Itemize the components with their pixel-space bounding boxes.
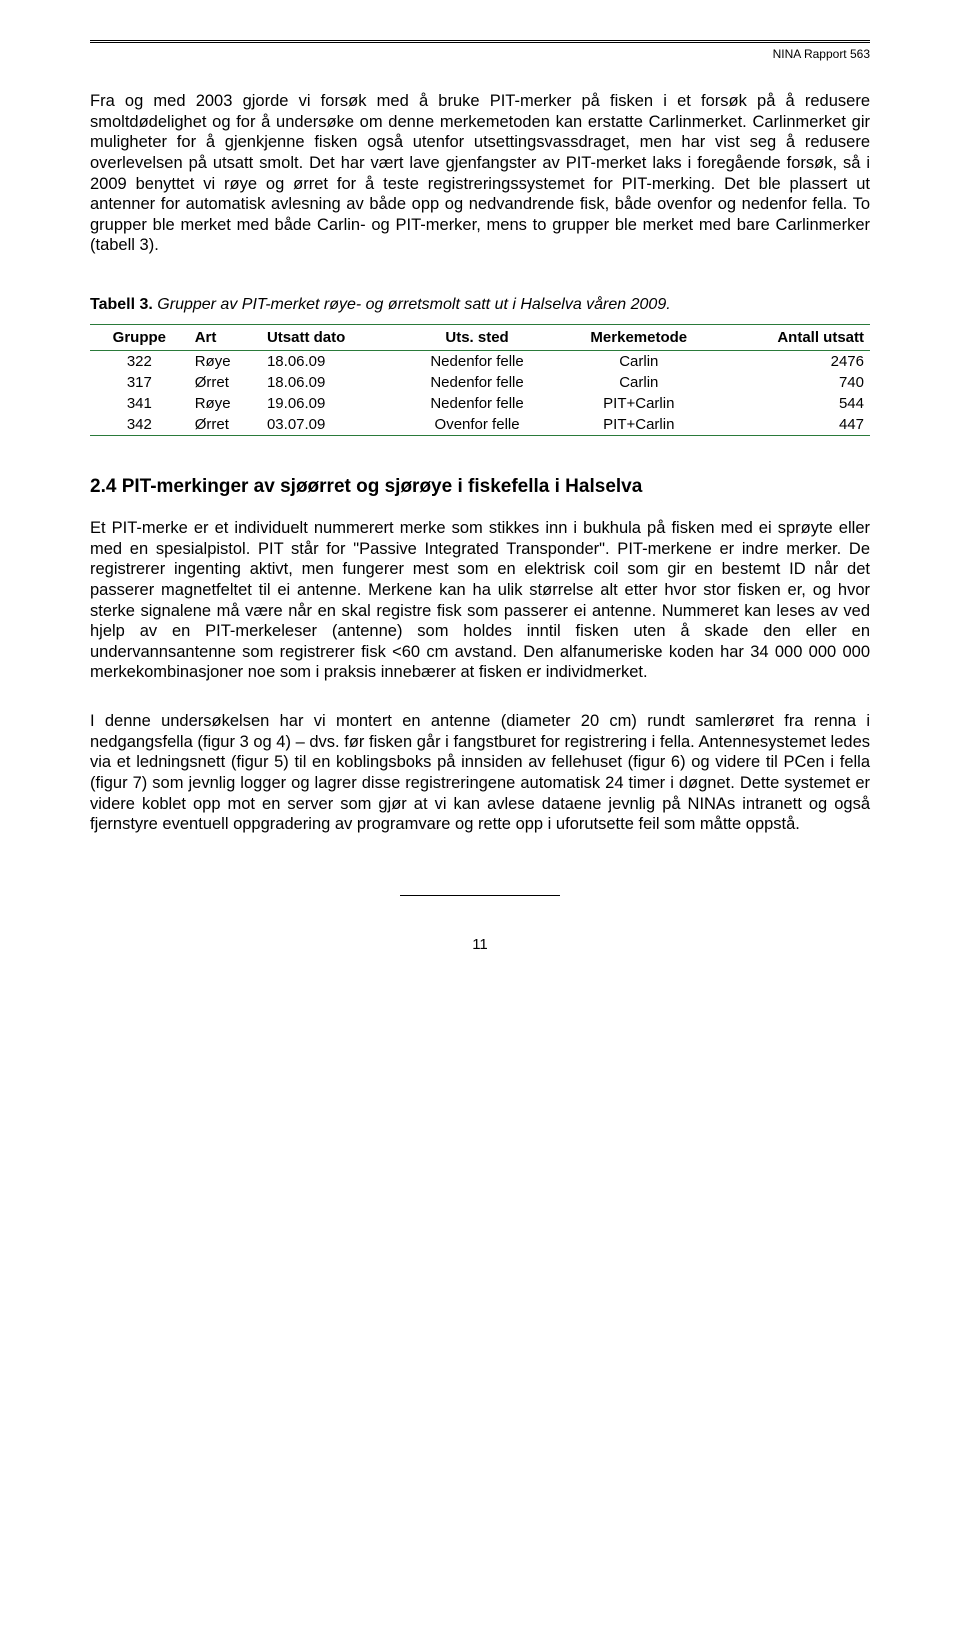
cell: 342	[90, 414, 189, 436]
cell: 544	[721, 393, 870, 414]
header-rule-thick	[90, 40, 870, 41]
cell: 447	[721, 414, 870, 436]
cell: Ovenfor felle	[397, 414, 556, 436]
th-dato: Utsatt dato	[261, 325, 397, 351]
cell: 18.06.09	[261, 351, 397, 373]
th-sted: Uts. sted	[397, 325, 556, 351]
th-gruppe: Gruppe	[90, 325, 189, 351]
table-caption: Tabell 3. Grupper av PIT-merket røye- og…	[90, 296, 870, 314]
cell: PIT+Carlin	[557, 393, 721, 414]
data-table: Gruppe Art Utsatt dato Uts. sted Merkeme…	[90, 324, 870, 436]
table-row: 342 Ørret 03.07.09 Ovenfor felle PIT+Car…	[90, 414, 870, 436]
report-label: NINA Rapport 563	[90, 47, 870, 61]
table-row: 317 Ørret 18.06.09 Nedenfor felle Carlin…	[90, 372, 870, 393]
page-container: NINA Rapport 563 Fra og med 2003 gjorde …	[0, 0, 960, 993]
cell: Nedenfor felle	[397, 351, 556, 373]
table-caption-bold: Tabell 3.	[90, 296, 153, 313]
cell: 2476	[721, 351, 870, 373]
cell: Røye	[189, 393, 261, 414]
table-body: 322 Røye 18.06.09 Nedenfor felle Carlin …	[90, 351, 870, 436]
cell: 322	[90, 351, 189, 373]
table-row: 322 Røye 18.06.09 Nedenfor felle Carlin …	[90, 351, 870, 373]
paragraph-antenna: I denne undersøkelsen har vi montert en …	[90, 711, 870, 835]
cell: 19.06.09	[261, 393, 397, 414]
cell: Carlin	[557, 372, 721, 393]
cell: Nedenfor felle	[397, 393, 556, 414]
paragraph-intro: Fra og med 2003 gjorde vi forsøk med å b…	[90, 91, 870, 256]
th-art: Art	[189, 325, 261, 351]
footer-rule	[400, 895, 560, 896]
page-number: 11	[90, 936, 870, 953]
cell: Nedenfor felle	[397, 372, 556, 393]
cell: Carlin	[557, 351, 721, 373]
cell: Røye	[189, 351, 261, 373]
table-row: 341 Røye 19.06.09 Nedenfor felle PIT+Car…	[90, 393, 870, 414]
cell: 341	[90, 393, 189, 414]
cell: 317	[90, 372, 189, 393]
header-rule-thin	[90, 42, 870, 43]
th-antall: Antall utsatt	[721, 325, 870, 351]
section-heading: 2.4 PIT-merkinger av sjøørret og sjørøye…	[90, 476, 870, 498]
cell: Ørret	[189, 414, 261, 436]
table-caption-text: Grupper av PIT-merket røye- og ørretsmol…	[153, 296, 671, 313]
th-metode: Merkemetode	[557, 325, 721, 351]
cell: 740	[721, 372, 870, 393]
paragraph-pit: Et PIT-merke er et individuelt nummerert…	[90, 518, 870, 683]
cell: 03.07.09	[261, 414, 397, 436]
table-header-row: Gruppe Art Utsatt dato Uts. sted Merkeme…	[90, 325, 870, 351]
cell: 18.06.09	[261, 372, 397, 393]
table-head: Gruppe Art Utsatt dato Uts. sted Merkeme…	[90, 325, 870, 351]
cell: PIT+Carlin	[557, 414, 721, 436]
cell: Ørret	[189, 372, 261, 393]
